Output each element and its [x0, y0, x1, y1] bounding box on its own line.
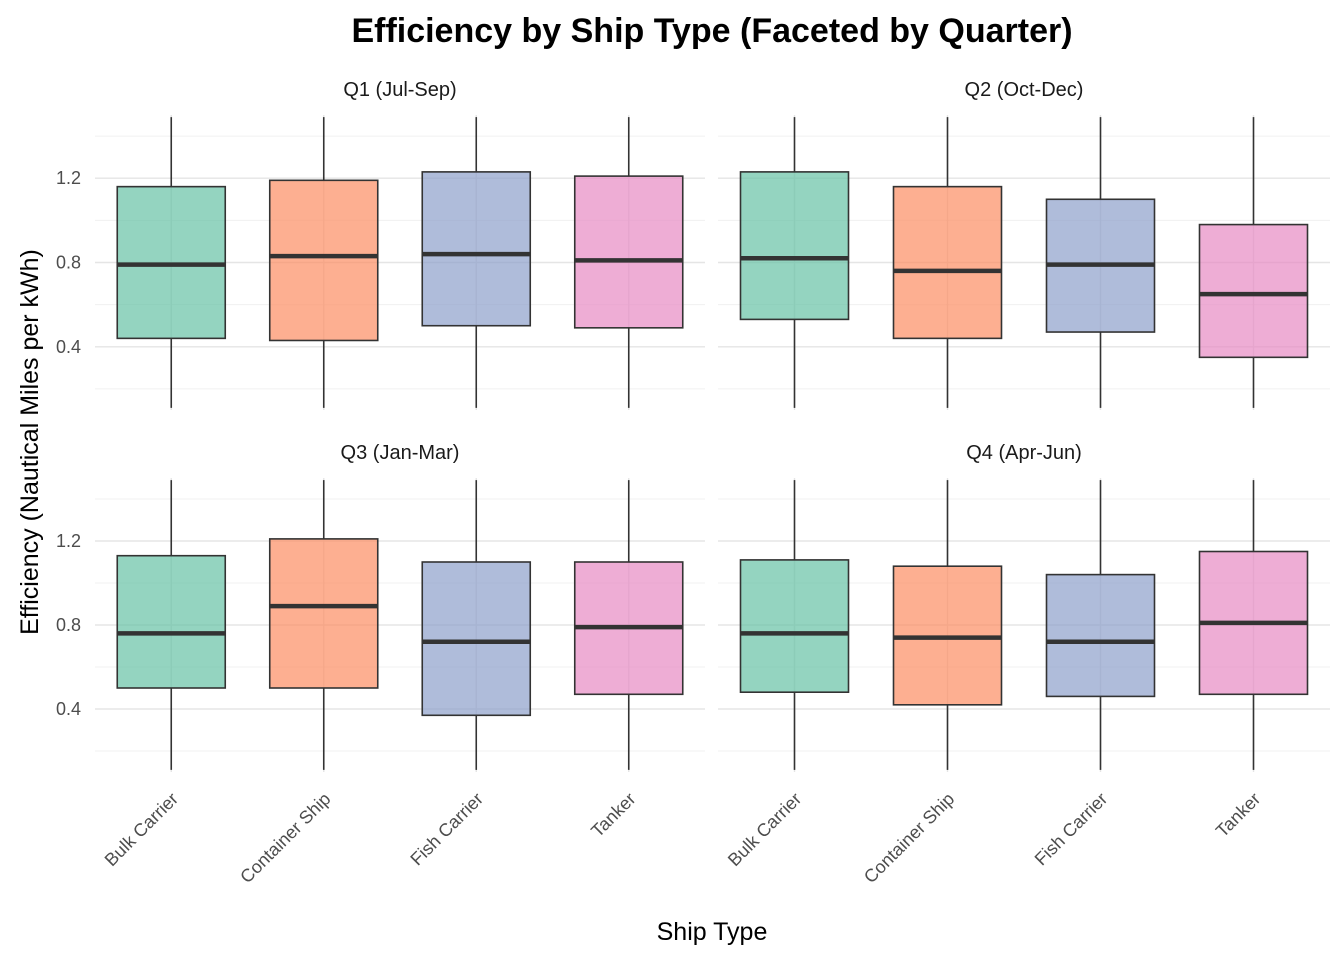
box-container-ship — [268, 179, 379, 342]
y-tick-label: 0.4 — [56, 337, 81, 357]
x-tick-label: Bulk Carrier — [724, 789, 805, 870]
x-tick-label: Container Ship — [236, 789, 334, 887]
facet-strip-label: Q1 (Jul-Sep) — [343, 79, 456, 101]
facet-panel: Q2 (Oct-Dec) — [718, 79, 1330, 410]
x-tick-label: Tanker — [1212, 789, 1264, 841]
y-tick-label: 0.8 — [56, 615, 81, 635]
x-tick-label: Tanker — [587, 789, 639, 841]
box-bulk-carrier — [116, 554, 227, 689]
y-tick-label: 1.2 — [56, 168, 81, 188]
x-axis-title: Ship Type — [657, 918, 768, 946]
facet-panel: Q1 (Jul-Sep) 0.4 0.8 1.2 — [56, 79, 705, 410]
facet-strip-label: Q4 (Apr-Jun) — [966, 442, 1082, 464]
box-container-ship — [892, 185, 1003, 340]
facet-strip-label: Q3 (Jan-Mar) — [341, 442, 460, 464]
box-bulk-carrier — [739, 559, 850, 694]
box-tanker — [1198, 223, 1309, 359]
x-tick-label: Container Ship — [860, 789, 958, 887]
facet-panel: Q4 (Apr-Jun) Bulk Carrier Container Ship Fi… — [718, 442, 1330, 887]
y-tick-label: 0.8 — [56, 253, 81, 273]
box-fish-carrier — [1045, 573, 1156, 698]
facet-strip-label: Q2 (Oct-Dec) — [965, 79, 1084, 101]
chart-title: Efficiency by Ship Type (Faceted by Quar… — [351, 12, 1072, 50]
y-tick-label: 0.4 — [56, 699, 81, 719]
box-fish-carrier — [421, 561, 532, 717]
box-fish-carrier — [421, 171, 532, 327]
box-tanker — [573, 175, 684, 329]
x-tick-label: Bulk Carrier — [101, 789, 182, 870]
facet-panel: Q3 (Jan-Mar) 0.4 0.8 1.2 Bulk Carrier Contain… — [56, 442, 705, 887]
y-axis-title: Efficiency (Nautical Miles per kWh) — [16, 249, 44, 635]
box-container-ship — [268, 538, 379, 689]
x-tick-label: Fish Carrier — [1031, 789, 1112, 870]
facets-layer: Q1 (Jul-Sep) 0.4 0.8 1.2 Q2 (Oct-Dec) Q3 (Jan… — [56, 79, 1330, 887]
box-bulk-carrier — [739, 171, 850, 321]
y-tick-label: 1.2 — [56, 531, 81, 551]
x-tick-label: Fish Carrier — [406, 789, 487, 870]
